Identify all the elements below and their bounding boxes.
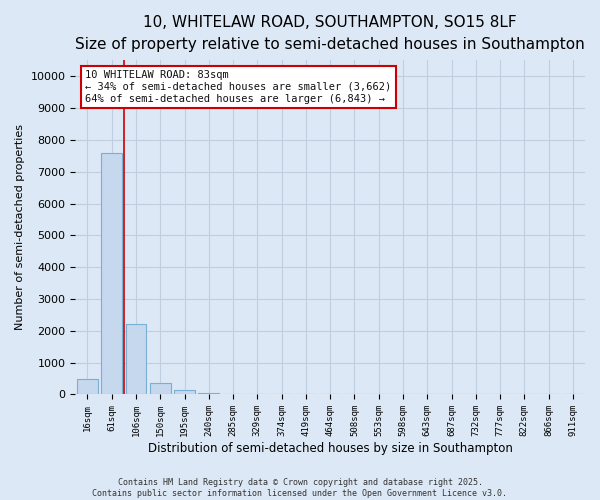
- Text: 10 WHITELAW ROAD: 83sqm
← 34% of semi-detached houses are smaller (3,662)
64% of: 10 WHITELAW ROAD: 83sqm ← 34% of semi-de…: [85, 70, 392, 104]
- Bar: [101, 152, 122, 394]
- Y-axis label: Number of semi-detached properties: Number of semi-detached properties: [15, 124, 25, 330]
- Bar: [199, 392, 219, 394]
- Bar: [125, 324, 146, 394]
- Bar: [150, 382, 170, 394]
- Bar: [77, 379, 98, 394]
- Text: Contains HM Land Registry data © Crown copyright and database right 2025.
Contai: Contains HM Land Registry data © Crown c…: [92, 478, 508, 498]
- Bar: [174, 390, 195, 394]
- X-axis label: Distribution of semi-detached houses by size in Southampton: Distribution of semi-detached houses by …: [148, 442, 512, 455]
- Title: 10, WHITELAW ROAD, SOUTHAMPTON, SO15 8LF
Size of property relative to semi-detac: 10, WHITELAW ROAD, SOUTHAMPTON, SO15 8LF…: [75, 15, 585, 52]
